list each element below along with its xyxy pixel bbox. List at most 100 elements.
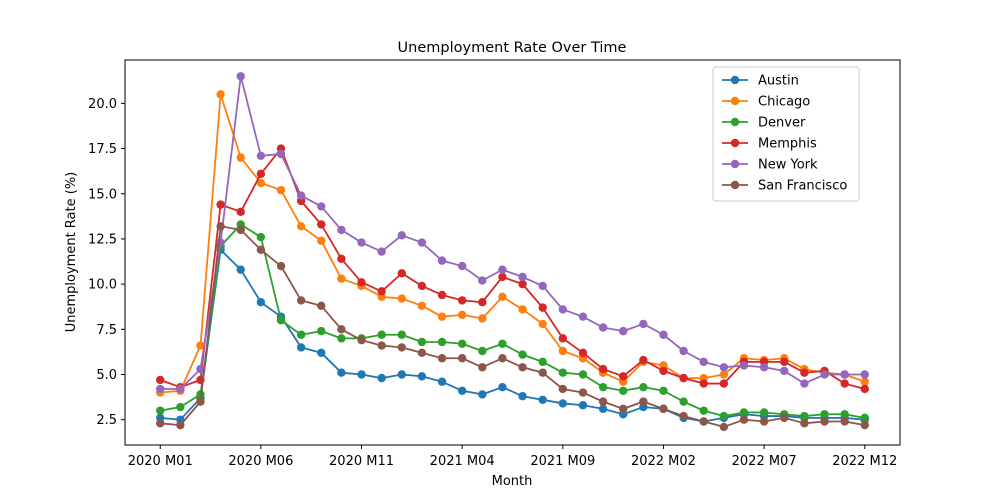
data-point: [437, 377, 447, 386]
data-point: [639, 397, 648, 406]
x-tick-label: 2022 M12: [832, 454, 897, 469]
legend-label: Austin: [758, 74, 799, 89]
legend: Austin Chicago Denver Memphis New York San Fr…: [712, 66, 860, 202]
data-point: [498, 382, 507, 392]
data-point: [578, 401, 588, 410]
data-point: [498, 265, 507, 274]
data-point: [236, 265, 245, 274]
data-point: [457, 310, 467, 320]
data-point: [397, 231, 406, 240]
x-tick-label: 2021 M09: [530, 454, 595, 469]
data-point: [276, 316, 286, 325]
data-point: [196, 341, 205, 350]
data-point: [538, 319, 547, 329]
data-point: [719, 422, 729, 432]
legend-item: Austin: [722, 74, 799, 89]
data-point: [216, 222, 225, 231]
data-point: [377, 247, 386, 256]
data-point: [619, 326, 628, 336]
data-point: [558, 384, 568, 394]
data-point: [457, 296, 467, 305]
data-point: [840, 417, 849, 426]
data-point: [156, 419, 165, 428]
data-point: [739, 415, 749, 424]
data-point: [417, 281, 427, 291]
data-point: [478, 390, 487, 399]
data-point: [317, 202, 326, 211]
legend-swatch-marker: [730, 138, 740, 148]
data-point: [800, 419, 809, 428]
data-point: [256, 151, 266, 160]
plot-frame: [124, 59, 901, 446]
data-point: [719, 411, 729, 421]
data-point: [377, 330, 386, 339]
data-point: [256, 232, 266, 242]
data-point: [296, 330, 306, 339]
data-point: [437, 312, 447, 321]
data-point: [558, 399, 568, 408]
data-point: [659, 404, 668, 414]
data-point: [196, 364, 205, 374]
data-point: [538, 303, 547, 312]
data-point: [216, 200, 225, 209]
data-point: [699, 406, 708, 415]
data-point: [820, 417, 829, 426]
data-point: [619, 404, 628, 414]
data-point: [860, 413, 869, 423]
legend-swatch-marker: [730, 75, 740, 85]
data-point: [780, 357, 789, 367]
data-point: [860, 370, 869, 379]
legend-label: Memphis: [758, 137, 817, 152]
data-point: [417, 348, 427, 358]
legend-item: Chicago: [722, 95, 810, 110]
data-point: [216, 90, 225, 99]
data-point: [820, 370, 829, 379]
data-point: [639, 319, 648, 329]
data-point: [719, 379, 729, 388]
data-point: [457, 354, 467, 363]
data-point: [498, 354, 507, 363]
data-point: [679, 373, 688, 383]
x-axis-label: Month: [492, 474, 533, 489]
data-point: [699, 357, 708, 367]
data-point: [397, 294, 406, 303]
y-tick-label: 2.5: [96, 413, 117, 428]
data-point: [317, 220, 326, 229]
data-point: [598, 382, 608, 392]
data-point: [518, 279, 527, 289]
data-point: [457, 339, 467, 348]
legend-swatch-marker: [730, 180, 740, 190]
data-point: [337, 274, 346, 283]
data-point: [800, 368, 809, 377]
legend-label: San Francisco: [758, 179, 847, 194]
y-axis: 2.5 5.0 7.5 10.0 12.5 15.0 17.5 20.0: [88, 97, 125, 428]
data-point: [478, 276, 487, 285]
data-point: [156, 375, 165, 385]
data-point: [256, 178, 266, 188]
data-point: [679, 397, 688, 406]
x-axis: 2020 M01 2020 M06 2020 M11 2021 M04 2021 M09…: [128, 445, 897, 469]
data-point: [337, 325, 346, 334]
data-point: [759, 408, 769, 417]
data-point: [437, 354, 447, 363]
data-point: [317, 326, 326, 336]
data-point: [578, 348, 588, 358]
data-point: [518, 272, 527, 282]
data-point: [256, 245, 266, 254]
data-point: [176, 402, 185, 412]
data-point: [518, 305, 527, 314]
data-point: [176, 384, 185, 394]
data-point: [639, 382, 648, 392]
legend-swatch-marker: [730, 117, 740, 127]
data-point: [800, 379, 809, 388]
data-point: [256, 298, 266, 307]
data-point: [739, 408, 749, 417]
data-point: [478, 346, 487, 356]
data-point: [337, 334, 346, 343]
data-point: [276, 149, 286, 159]
legend-label: New York: [758, 158, 818, 173]
data-point: [800, 411, 809, 421]
data-point: [377, 373, 386, 383]
